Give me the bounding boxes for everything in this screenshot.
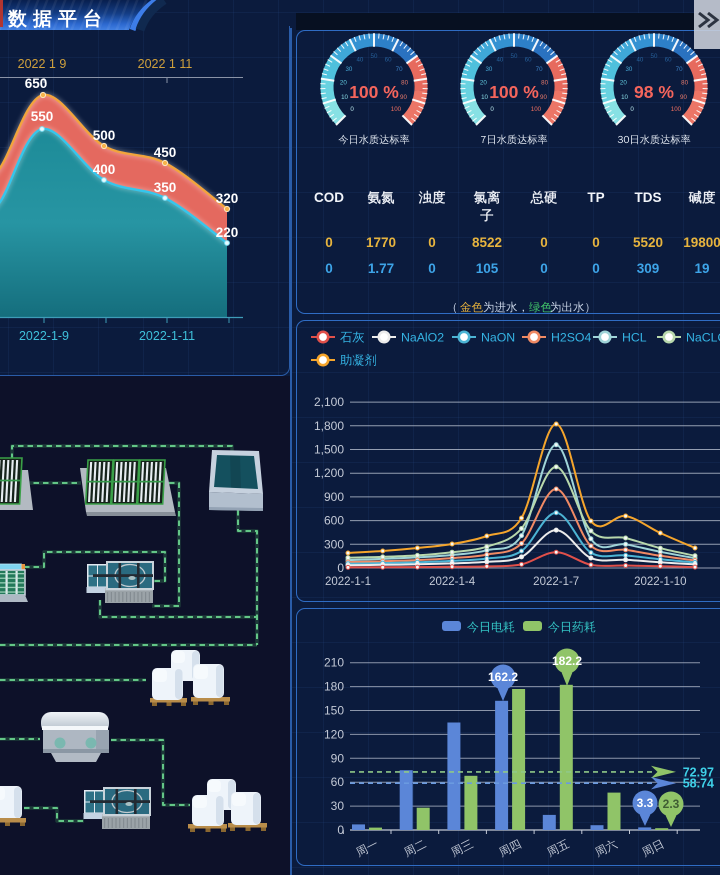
svg-text:70: 70 <box>536 66 543 73</box>
svg-text:0: 0 <box>428 261 436 276</box>
svg-text:2022-1-4: 2022-1-4 <box>429 576 476 588</box>
svg-text:NaCLO: NaCLO <box>686 330 720 344</box>
svg-text:0: 0 <box>350 106 354 113</box>
svg-text:50: 50 <box>651 53 658 60</box>
svg-text:1,200: 1,200 <box>314 466 344 480</box>
svg-text:180: 180 <box>324 680 344 694</box>
svg-text:550: 550 <box>31 109 54 124</box>
svg-text:30: 30 <box>485 66 492 73</box>
svg-text:900: 900 <box>324 490 344 504</box>
svg-text:1,800: 1,800 <box>314 419 344 433</box>
svg-text:309: 309 <box>637 261 660 276</box>
svg-text:10: 10 <box>481 94 488 101</box>
svg-text:30: 30 <box>345 66 352 73</box>
svg-text:5520: 5520 <box>633 235 663 250</box>
svg-text:90: 90 <box>400 94 407 101</box>
svg-text:100: 100 <box>671 106 682 113</box>
svg-text:105: 105 <box>476 261 499 276</box>
svg-text:120: 120 <box>324 727 344 741</box>
svg-text:0: 0 <box>337 561 344 575</box>
svg-text:2022-1-9: 2022-1-9 <box>19 329 69 343</box>
svg-text:80: 80 <box>401 79 408 86</box>
svg-text:210: 210 <box>324 656 344 670</box>
svg-text:320: 320 <box>216 191 239 206</box>
svg-text:8522: 8522 <box>472 235 502 250</box>
svg-text:60: 60 <box>665 57 672 64</box>
svg-text:0: 0 <box>490 106 494 113</box>
svg-text:100: 100 <box>531 106 542 113</box>
svg-text:50: 50 <box>371 53 378 60</box>
svg-text:70: 70 <box>676 66 683 73</box>
svg-text:3.3: 3.3 <box>637 796 654 810</box>
svg-text:0: 0 <box>540 235 548 250</box>
svg-text:60: 60 <box>331 775 345 789</box>
svg-text:98 %: 98 % <box>634 82 674 102</box>
svg-text:COD: COD <box>314 190 344 205</box>
svg-text:40: 40 <box>636 57 643 64</box>
svg-text:90: 90 <box>331 751 345 765</box>
svg-text:19800: 19800 <box>683 235 720 250</box>
svg-text:100: 100 <box>391 106 402 113</box>
svg-text:0: 0 <box>540 261 548 276</box>
svg-text:19: 19 <box>694 261 709 276</box>
svg-text:1.77: 1.77 <box>368 261 394 276</box>
svg-text:30: 30 <box>625 66 632 73</box>
svg-text:HCL: HCL <box>622 330 647 344</box>
svg-text:58.74: 58.74 <box>683 777 714 791</box>
svg-text:600: 600 <box>324 514 344 528</box>
svg-text:500: 500 <box>93 128 116 143</box>
svg-text:0: 0 <box>325 235 333 250</box>
svg-text:400: 400 <box>93 162 116 177</box>
svg-text:0: 0 <box>337 823 344 837</box>
svg-text:300: 300 <box>324 537 344 551</box>
svg-text:30: 30 <box>331 799 345 813</box>
svg-text:2022 1 11: 2022 1 11 <box>138 57 193 71</box>
svg-text:182.2: 182.2 <box>552 654 582 668</box>
svg-text:220: 220 <box>216 225 239 240</box>
svg-text:20: 20 <box>480 79 487 86</box>
svg-text:40: 40 <box>356 57 363 64</box>
svg-text:100 %: 100 % <box>489 82 539 102</box>
svg-text:20: 20 <box>620 79 627 86</box>
svg-text:60: 60 <box>525 57 532 64</box>
svg-text:2.3: 2.3 <box>663 797 680 811</box>
svg-text:90: 90 <box>680 94 687 101</box>
svg-text:TDS: TDS <box>635 190 662 205</box>
svg-text:2022 1 9: 2022 1 9 <box>18 57 67 71</box>
svg-text:1770: 1770 <box>366 235 396 250</box>
svg-text:0: 0 <box>630 106 634 113</box>
svg-text:TP: TP <box>587 190 604 205</box>
svg-text:NaON: NaON <box>481 330 515 344</box>
svg-text:150: 150 <box>324 704 344 718</box>
svg-text:50: 50 <box>511 53 518 60</box>
svg-text:80: 80 <box>541 79 548 86</box>
svg-text:72.97: 72.97 <box>683 765 714 779</box>
svg-text:NaAlO2: NaAlO2 <box>401 330 444 344</box>
svg-text:0: 0 <box>428 235 436 250</box>
svg-text:2,100: 2,100 <box>314 395 344 409</box>
svg-text:1,500: 1,500 <box>314 443 344 457</box>
svg-text:350: 350 <box>154 180 177 195</box>
svg-text:0: 0 <box>592 261 600 276</box>
svg-text:0: 0 <box>592 235 600 250</box>
svg-text:650: 650 <box>25 76 48 91</box>
svg-text:2022-1-11: 2022-1-11 <box>139 329 195 343</box>
svg-text:70: 70 <box>396 66 403 73</box>
svg-text:80: 80 <box>681 79 688 86</box>
svg-text:450: 450 <box>154 145 177 160</box>
svg-text:100 %: 100 % <box>349 82 399 102</box>
svg-text:H2SO4: H2SO4 <box>551 330 591 344</box>
svg-text:10: 10 <box>341 94 348 101</box>
svg-text:40: 40 <box>496 57 503 64</box>
svg-text:10: 10 <box>621 94 628 101</box>
svg-text:2022-1-1: 2022-1-1 <box>325 576 371 588</box>
svg-text:0: 0 <box>325 261 333 276</box>
svg-text:60: 60 <box>385 57 392 64</box>
svg-text:2022-1-7: 2022-1-7 <box>533 576 579 588</box>
svg-text:2022-1-10: 2022-1-10 <box>634 576 686 588</box>
svg-text:20: 20 <box>340 79 347 86</box>
svg-text:90: 90 <box>540 94 547 101</box>
svg-text:162.2: 162.2 <box>488 670 518 684</box>
